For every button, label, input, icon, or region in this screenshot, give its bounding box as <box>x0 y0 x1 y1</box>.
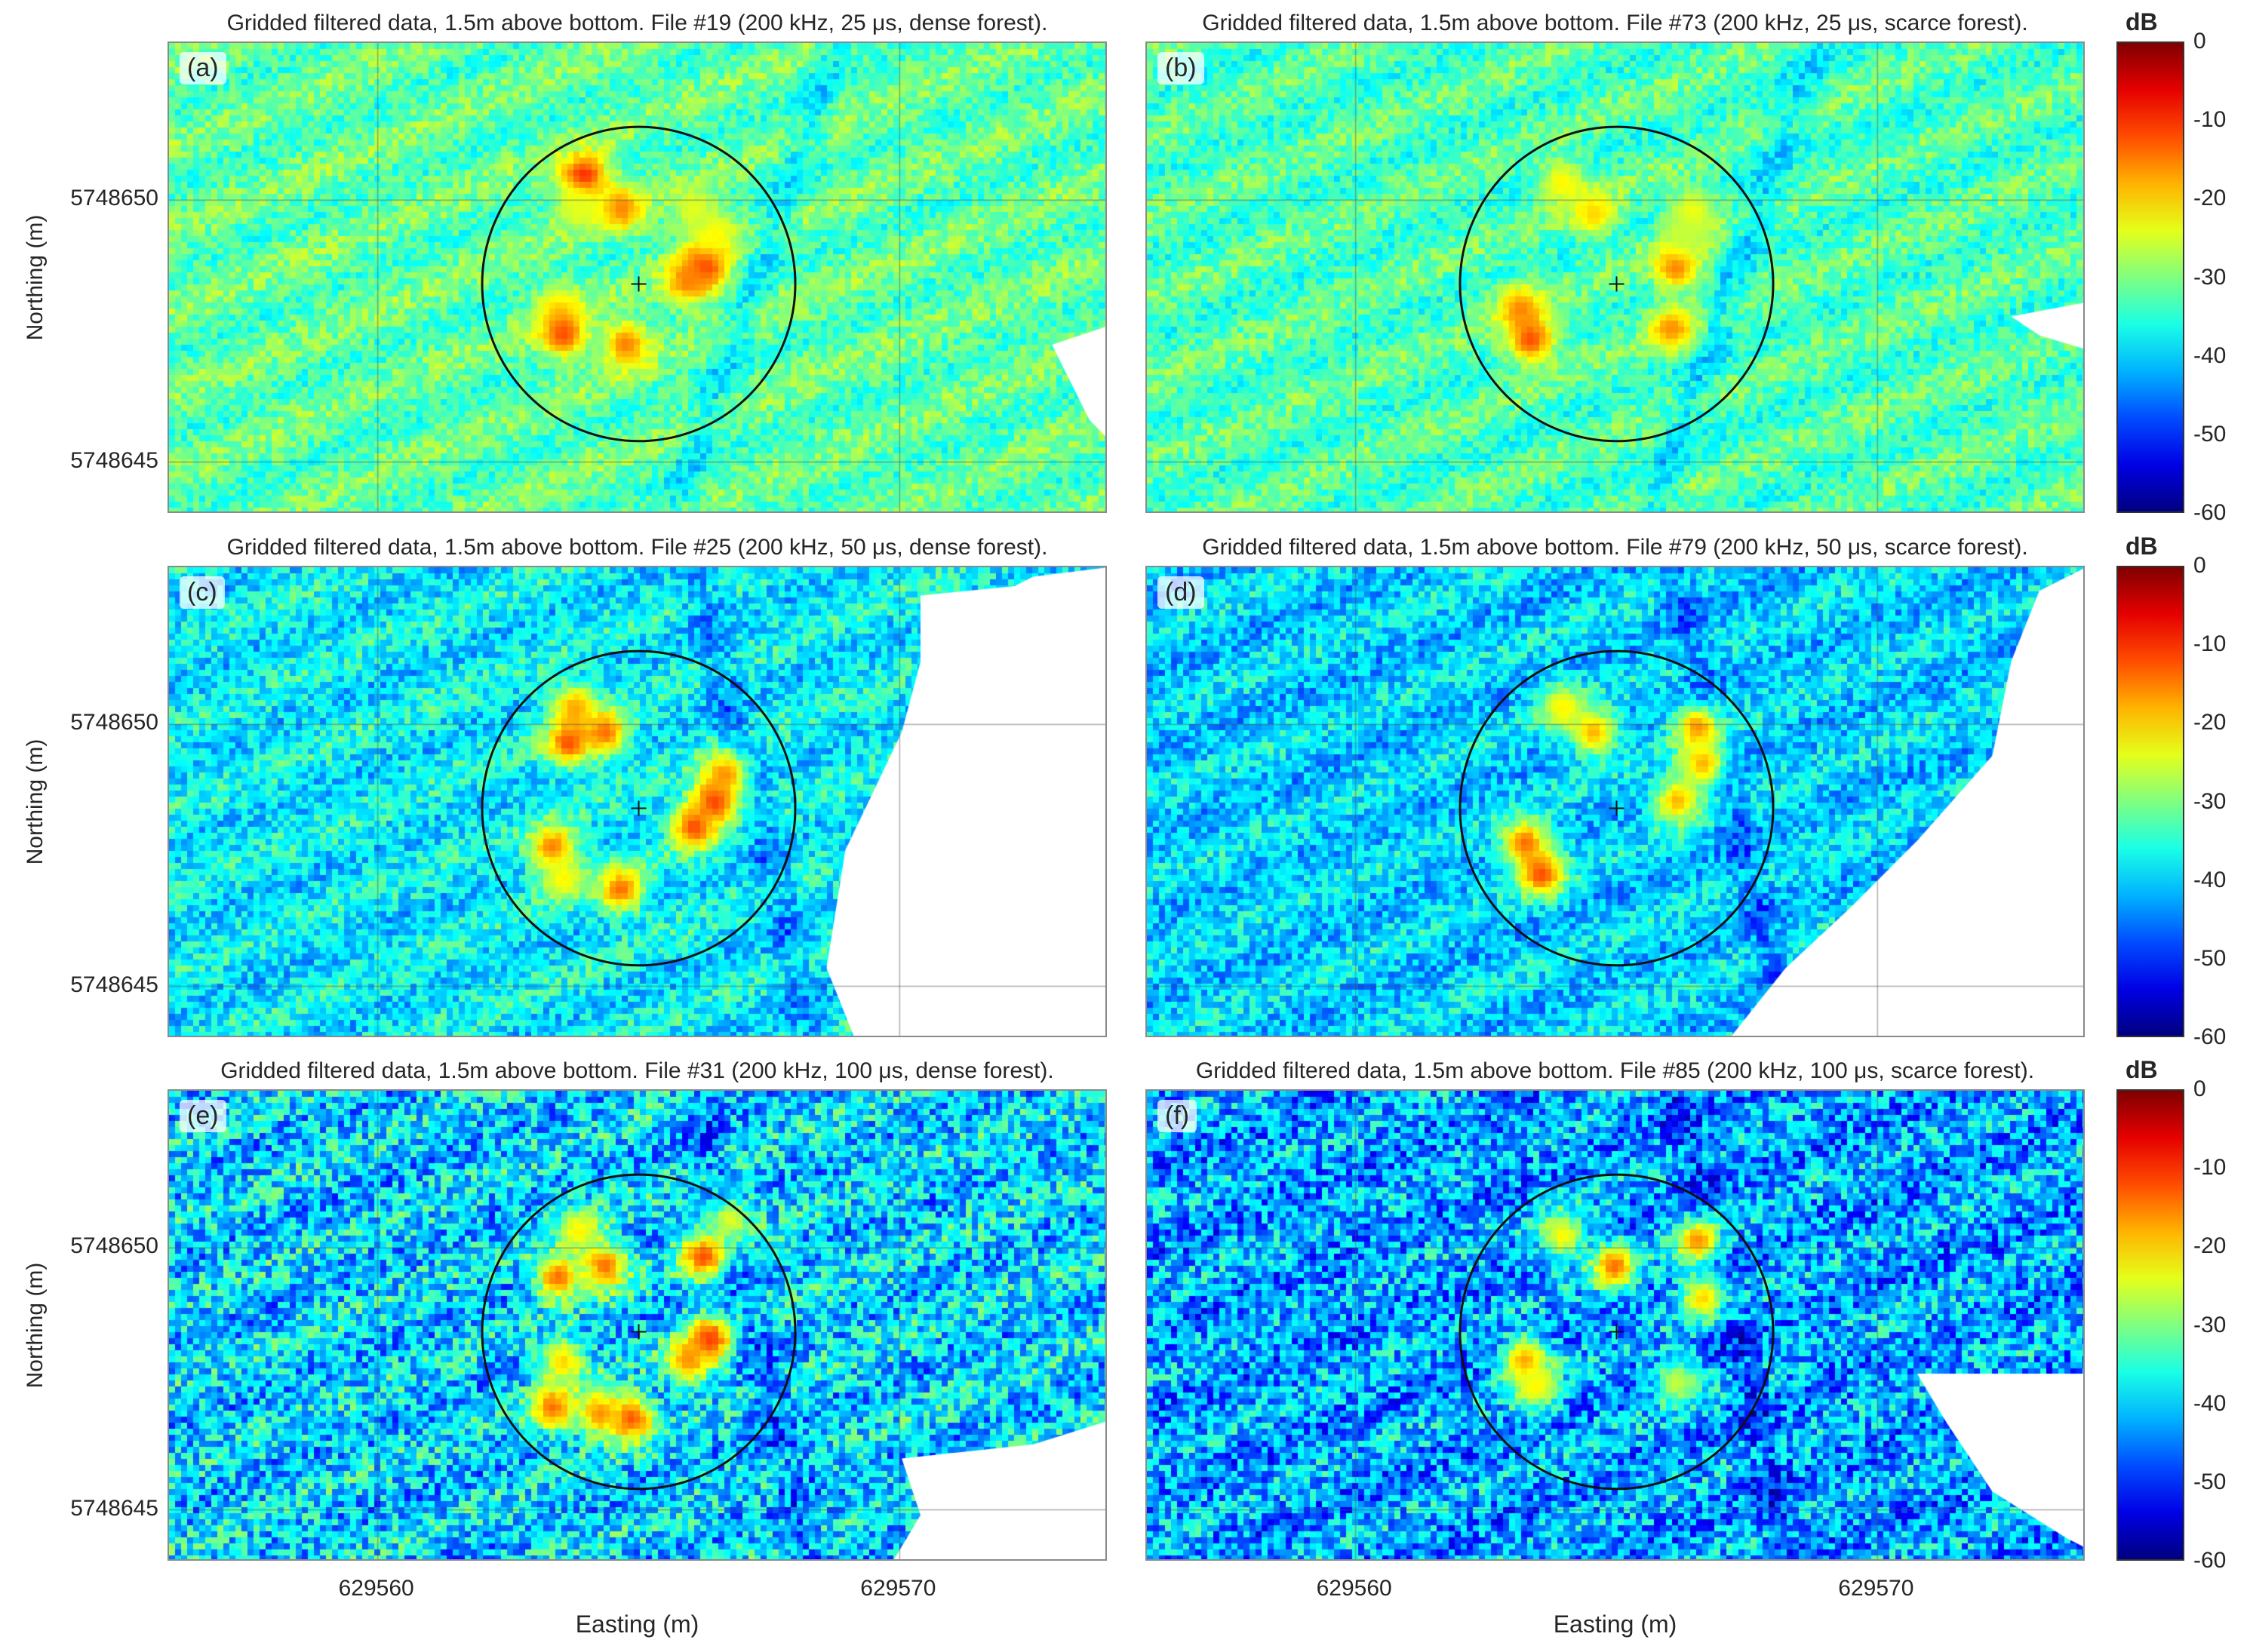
y-axis-label: Northing (m) <box>23 689 48 915</box>
colorbar-tick-label: -20 <box>2193 186 2250 211</box>
heatmap-panel: (d) <box>1145 566 2085 1037</box>
colorbar-tick-label: -30 <box>2193 789 2250 815</box>
heatmap-panel: (f) <box>1145 1089 2085 1561</box>
heatmap-panel: (a) <box>168 41 1107 513</box>
heatmap-panel: (b) <box>1145 41 2085 513</box>
colorbar <box>2116 41 2184 513</box>
panel-label: (a) <box>180 52 226 84</box>
panel-title: Gridded filtered data, 1.5m above bottom… <box>1123 10 2107 37</box>
colorbar-tick-label: -20 <box>2193 1233 2250 1259</box>
y-tick-label: 5748645 <box>53 972 158 998</box>
y-tick-label: 5748650 <box>53 186 158 211</box>
x-tick-label: 629570 <box>1793 1576 1959 1601</box>
x-axis-label: Easting (m) <box>1502 1611 1729 1638</box>
panel-title: Gridded filtered data, 1.5m above bottom… <box>1123 1058 2107 1085</box>
panel-title: Gridded filtered data, 1.5m above bottom… <box>145 534 1130 561</box>
panel-overlay <box>169 567 1107 1037</box>
x-tick-label: 629560 <box>1271 1576 1437 1601</box>
colorbar-tick-label: 0 <box>2193 553 2250 579</box>
colorbar-tick-label: -10 <box>2193 1155 2250 1181</box>
y-tick-label: 5748645 <box>53 448 158 474</box>
colorbar-tick-label: -40 <box>2193 1391 2250 1417</box>
colorbar-tick-label: -10 <box>2193 631 2250 657</box>
colorbar <box>2116 566 2184 1037</box>
panel-label: (c) <box>180 576 225 609</box>
panel-label: (f) <box>1157 1100 1197 1132</box>
y-axis-label: Northing (m) <box>23 164 48 391</box>
y-axis-label: Northing (m) <box>23 1212 48 1439</box>
panel-label: (d) <box>1157 576 1204 609</box>
colorbar-tick-label: -40 <box>2193 343 2250 369</box>
x-tick-label: 629570 <box>815 1576 981 1601</box>
colorbar-tick-label: -50 <box>2193 946 2250 972</box>
panel-label: (b) <box>1157 52 1204 84</box>
panel-label: (e) <box>180 1100 226 1132</box>
panel-overlay <box>1147 1091 2085 1561</box>
y-tick-label: 5748645 <box>53 1496 158 1521</box>
heatmap-panel: (c) <box>168 566 1107 1037</box>
panel-overlay <box>169 1091 1107 1561</box>
colorbar-unit-label: dB <box>2126 1056 2158 1083</box>
panel-title: Gridded filtered data, 1.5m above bottom… <box>145 1058 1130 1085</box>
colorbar-tick-label: -40 <box>2193 867 2250 893</box>
colorbar-unit-label: dB <box>2126 8 2158 35</box>
heatmap-panel: (e) <box>168 1089 1107 1561</box>
colorbar-tick-label: 0 <box>2193 29 2250 54</box>
panel-overlay <box>1147 567 2085 1037</box>
x-axis-label: Easting (m) <box>524 1611 751 1638</box>
colorbar-tick-label: -60 <box>2193 1024 2250 1050</box>
colorbar-tick-label: -10 <box>2193 107 2250 133</box>
colorbar-tick-label: -50 <box>2193 1469 2250 1495</box>
colorbar-tick-label: -30 <box>2193 265 2250 290</box>
colorbar-tick-label: 0 <box>2193 1076 2250 1102</box>
y-tick-label: 5748650 <box>53 710 158 735</box>
colorbar-tick-label: -50 <box>2193 422 2250 447</box>
y-tick-label: 5748650 <box>53 1233 158 1259</box>
panel-overlay <box>1147 43 2085 513</box>
colorbar-tick-label: -60 <box>2193 500 2250 526</box>
panel-title: Gridded filtered data, 1.5m above bottom… <box>145 10 1130 37</box>
colorbar-tick-label: -20 <box>2193 710 2250 735</box>
colorbar-tick-label: -30 <box>2193 1313 2250 1338</box>
panel-title: Gridded filtered data, 1.5m above bottom… <box>1123 534 2107 561</box>
colorbar <box>2116 1089 2184 1561</box>
colorbar-unit-label: dB <box>2126 533 2158 560</box>
x-tick-label: 629560 <box>294 1576 460 1601</box>
colorbar-tick-label: -60 <box>2193 1548 2250 1574</box>
panel-overlay <box>169 43 1107 513</box>
